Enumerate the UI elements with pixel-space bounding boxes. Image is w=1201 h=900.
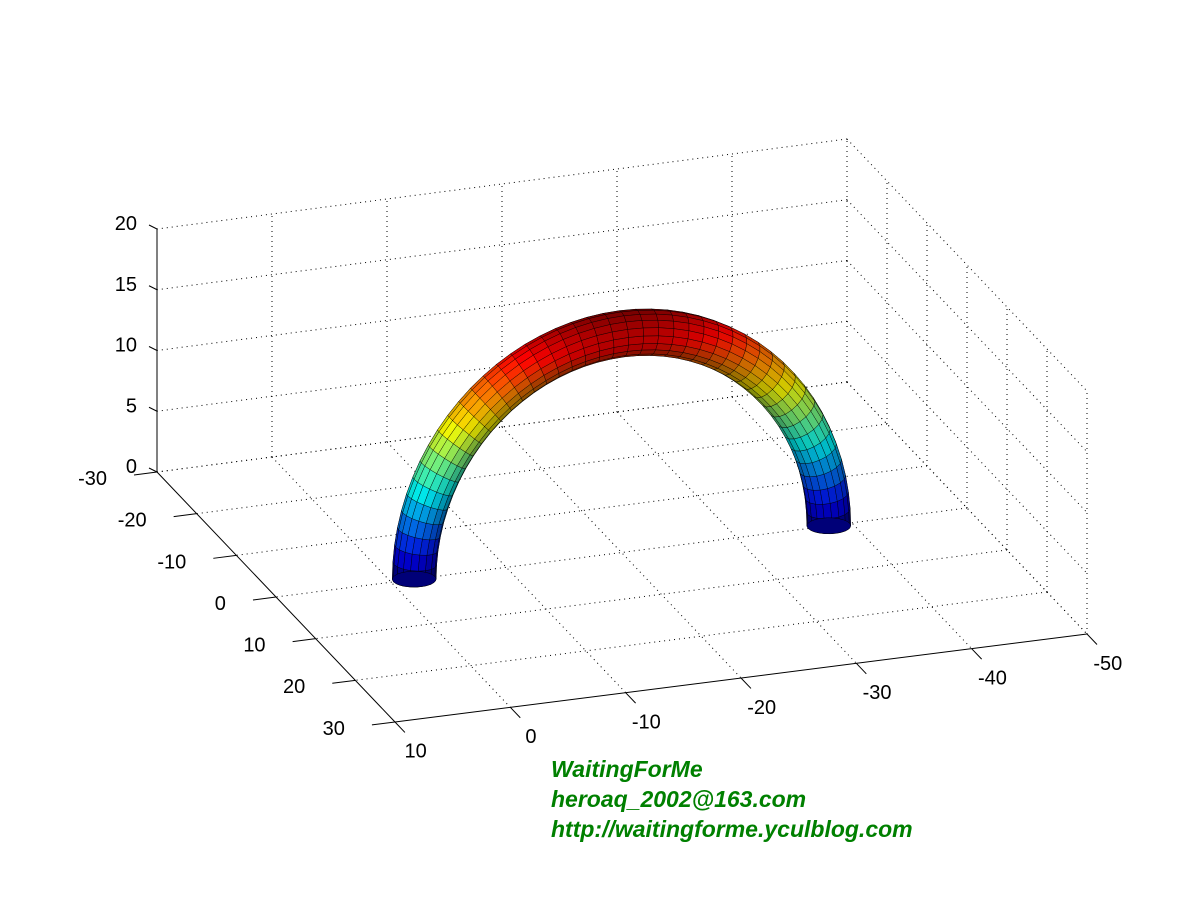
z-tick-mark [148, 467, 158, 473]
x-tick-label: -10 [632, 711, 661, 733]
surface-patch [657, 319, 675, 329]
z-tick-label: 0 [126, 456, 137, 478]
surface-patch [642, 327, 659, 337]
x-tick-label: -30 [863, 682, 892, 704]
y-tick-label: -30 [78, 468, 107, 490]
x-tick-label: -40 [978, 667, 1007, 689]
axes [133, 224, 1098, 733]
y-tick-mark [292, 638, 316, 643]
y-tick-label: -10 [157, 551, 186, 573]
z-tick-mark [148, 224, 158, 230]
y-tick-mark [213, 554, 237, 559]
y-tick-label: 20 [283, 676, 305, 698]
watermark-email: heroaq_2002@163.com [551, 786, 807, 812]
x-tick-mark [740, 677, 752, 689]
x-tick-mark [394, 721, 406, 733]
grid-line [501, 426, 742, 679]
surface-patch [657, 335, 674, 345]
arch-surface [392, 308, 851, 588]
y-tick-mark [133, 471, 158, 476]
z-tick-label: 20 [115, 213, 137, 235]
y-tick-label: 10 [243, 635, 265, 657]
x-tick-mark [509, 706, 521, 719]
grid-line [846, 381, 1088, 635]
grid-line [846, 260, 1088, 513]
z-tick-mark [148, 346, 158, 351]
grid-line [355, 591, 1048, 681]
z-tick-label: 10 [115, 335, 137, 357]
grid-line [236, 465, 928, 556]
x-tick-mark [625, 692, 636, 704]
grid-line [731, 396, 973, 650]
x-tick-label: 0 [525, 726, 536, 748]
y-tick-mark [332, 679, 356, 684]
grid-line [156, 138, 848, 230]
y-tick-label: -20 [118, 510, 147, 532]
surface-patch [639, 349, 657, 355]
surface-patch [417, 554, 428, 572]
surface-patch [641, 319, 659, 329]
surface-patch [627, 327, 644, 338]
z-tick-label: 15 [115, 274, 137, 296]
grid-line [846, 199, 1088, 453]
grid-line [315, 549, 1008, 640]
surface-patch [642, 335, 659, 344]
x-tick-label: 10 [405, 741, 427, 763]
y-tick-mark [371, 721, 396, 726]
y-tick-label: 0 [215, 593, 226, 615]
z-tick-mark [148, 285, 158, 291]
y-tick-mark [173, 513, 197, 518]
z-tick-mark [148, 406, 158, 412]
grid-line [156, 260, 848, 351]
surface-patch [641, 343, 658, 351]
tick-labels: 10 0 -10 -20 -30 -40 -50 -30 -20 -10 0 10 20 30 0 5 10 15… [78, 213, 1122, 763]
watermark: WaitingForMe heroaq_2002@163.com http://… [551, 754, 913, 844]
grid-lines [156, 138, 1088, 708]
watermark-url: http://waitingforme.yculblog.com [551, 816, 913, 842]
x-tick-mark [855, 662, 867, 675]
x-tick-mark [971, 648, 983, 660]
tube-end-cap [806, 517, 851, 535]
z-tick-label: 5 [126, 395, 137, 417]
y-tick-label: 30 [323, 718, 345, 740]
x-tick-label: -50 [1093, 653, 1122, 675]
x-tick-label: -20 [747, 697, 776, 719]
tube-end-cap [392, 571, 437, 588]
surface-patch [639, 313, 659, 321]
grid-line [275, 507, 968, 598]
x-tick-mark [1086, 633, 1098, 645]
surface-patch [829, 501, 840, 519]
grid-line [846, 320, 1088, 574]
watermark-name: WaitingForMe [551, 756, 703, 782]
surface-patch [655, 343, 673, 351]
grid-line [196, 423, 888, 515]
surface-patch [637, 309, 657, 315]
grid-line [156, 199, 848, 291]
grid-line [156, 381, 848, 473]
y-tick-mark [252, 596, 277, 601]
surface-patch [754, 358, 771, 375]
grid-line [846, 138, 1088, 392]
surface-patch [658, 327, 675, 337]
